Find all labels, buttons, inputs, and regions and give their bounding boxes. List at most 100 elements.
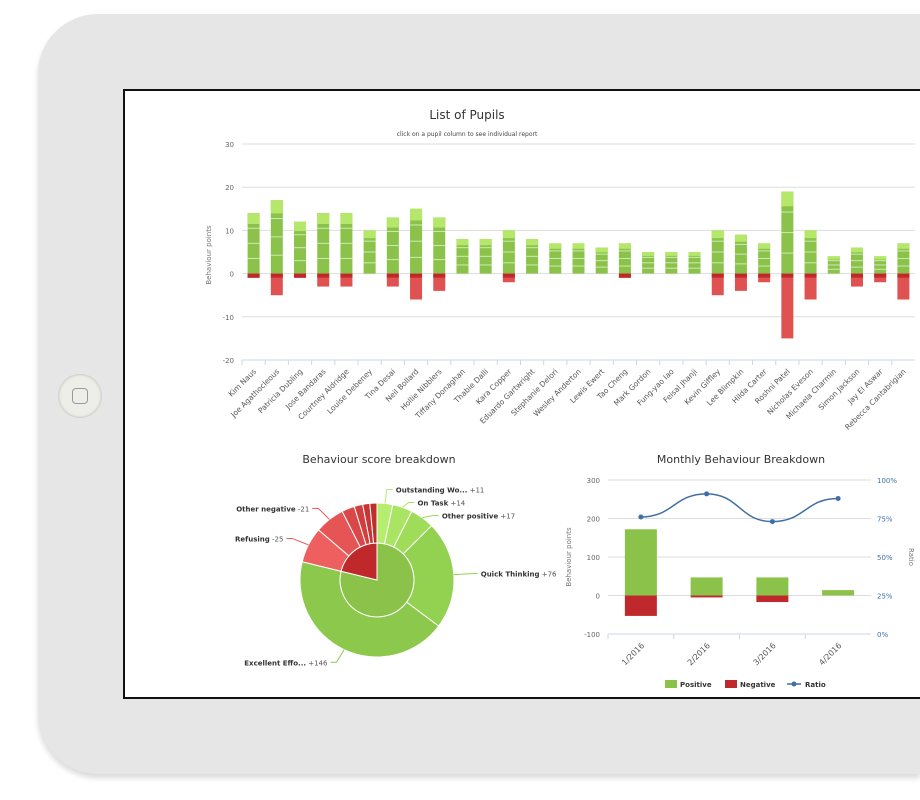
ratio-point[interactable] — [835, 495, 841, 501]
positive-bar[interactable] — [822, 590, 855, 596]
monthly-chart[interactable]: Monthly Behaviour Breakdown Behaviour po… — [565, 453, 915, 689]
ratio-line[interactable] — [640, 493, 839, 523]
negative-bar[interactable] — [874, 273, 887, 283]
negative-bar[interactable] — [690, 595, 723, 598]
negative-bar-top-segment — [711, 273, 724, 278]
positive-bar[interactable] — [690, 577, 723, 596]
breakdown-donut-chart[interactable]: Behaviour score breakdown Outstanding Wo… — [235, 453, 557, 667]
negative-bar[interactable] — [624, 595, 657, 616]
pupil-column[interactable] — [526, 239, 539, 274]
pupil-column[interactable] — [758, 243, 771, 283]
data-label-connector — [453, 573, 478, 576]
slice-data-label: Other negative -21 — [236, 505, 309, 513]
pupil-column[interactable] — [270, 200, 283, 296]
negative-bar[interactable] — [270, 273, 283, 296]
negative-bar[interactable] — [433, 273, 446, 291]
positive-bar-top-segment — [433, 217, 446, 228]
y2-tick-label: 100% — [877, 477, 897, 485]
y-tick-label: -100 — [584, 631, 600, 639]
pupil-column[interactable] — [294, 221, 307, 278]
pupil-column[interactable] — [386, 217, 399, 287]
outer-slice[interactable] — [299, 561, 440, 658]
negative-bar[interactable] — [410, 273, 423, 300]
positive-bar-top-segment — [549, 243, 562, 249]
pupil-column[interactable] — [340, 213, 353, 287]
data-label-connector — [402, 501, 415, 508]
pupil-column[interactable] — [711, 230, 724, 296]
legend-negative-swatch — [725, 680, 737, 688]
pupil-column[interactable] — [804, 230, 817, 300]
negative-bar[interactable] — [781, 273, 794, 339]
negative-bar-top-segment — [386, 273, 399, 278]
positive-bar-top-segment — [410, 208, 423, 221]
legend-positive-label[interactable]: Positive — [680, 681, 712, 689]
pupil-column[interactable] — [549, 243, 562, 274]
pupil-column[interactable] — [317, 213, 330, 287]
data-label-connector — [330, 649, 345, 663]
negative-bar-top-segment — [410, 273, 423, 278]
negative-bar-top-segment — [850, 273, 863, 278]
legend-ratio-label[interactable]: Ratio — [805, 681, 826, 689]
positive-bar-top-segment — [572, 243, 585, 249]
negative-bar[interactable] — [756, 595, 789, 603]
pupil-column[interactable] — [595, 247, 608, 274]
slice-value: +14 — [448, 499, 466, 507]
charts-canvas: List of Pupils click on a pupil column t… — [205, 108, 915, 689]
negative-bar-top-segment — [897, 273, 910, 278]
negative-bar[interactable] — [758, 273, 771, 283]
pupil-column[interactable] — [897, 243, 910, 300]
ratio-point[interactable] — [769, 519, 775, 525]
ratio-point[interactable] — [704, 491, 710, 497]
legend-negative-label[interactable]: Negative — [740, 681, 776, 689]
negative-bar-top-segment — [433, 273, 446, 278]
ratio-point[interactable] — [638, 514, 644, 520]
home-button[interactable] — [58, 374, 102, 418]
pupil-column[interactable] — [874, 256, 887, 283]
outer-slice[interactable] — [369, 502, 378, 544]
x-tick-label: 2/2016 — [686, 641, 712, 667]
pupil-column[interactable] — [479, 239, 492, 274]
pupils-chart[interactable]: List of Pupils click on a pupil column t… — [205, 108, 915, 432]
pupil-column[interactable] — [850, 247, 863, 287]
data-label-connector — [312, 507, 330, 520]
positive-bar-top-segment — [247, 213, 260, 225]
slice-label: Other negative — [236, 505, 296, 513]
monthly-y-axis-label: Behaviour points — [565, 527, 573, 587]
negative-bar[interactable] — [897, 273, 910, 300]
pupil-column[interactable] — [502, 230, 515, 283]
pupil-column[interactable] — [572, 243, 585, 274]
y2-tick-label: 0% — [877, 631, 888, 639]
y2-tick-label: 75% — [877, 516, 893, 524]
y-tick-label: 200 — [587, 516, 600, 524]
negative-bar[interactable] — [711, 273, 724, 296]
pupil-column[interactable] — [410, 208, 423, 300]
pupil-column[interactable] — [688, 252, 701, 274]
pupil-column[interactable] — [618, 243, 631, 278]
pupil-column[interactable] — [456, 239, 469, 274]
positive-bar-top-segment — [618, 243, 631, 249]
pupil-column[interactable] — [433, 217, 446, 291]
pupil-column[interactable] — [781, 191, 794, 339]
negative-bar[interactable] — [804, 273, 817, 300]
pupil-column[interactable] — [642, 252, 655, 274]
pupil-column[interactable] — [363, 230, 376, 274]
outer-slice[interactable] — [402, 524, 455, 627]
negative-bar[interactable] — [502, 273, 515, 283]
negative-bar-top-segment — [874, 273, 887, 278]
slice-value: -21 — [296, 505, 310, 513]
slice-label: Excellent Effo... — [244, 659, 306, 667]
data-label-connector — [422, 514, 439, 519]
positive-bar-top-segment — [734, 234, 747, 242]
slice-data-label: Other positive +17 — [442, 512, 515, 520]
slice-data-label: Quick Thinking +76 — [481, 571, 557, 579]
pupil-column[interactable] — [665, 252, 678, 274]
pupils-chart-subtitle: click on a pupil column to see individua… — [397, 131, 538, 138]
positive-bar[interactable] — [756, 577, 789, 596]
y-tick-label: 300 — [587, 477, 600, 485]
pupil-column[interactable] — [734, 234, 747, 291]
pupil-column[interactable] — [247, 213, 260, 278]
pupil-column[interactable] — [827, 256, 840, 274]
positive-bar-top-segment — [502, 230, 515, 239]
negative-bar[interactable] — [734, 273, 747, 291]
positive-bar[interactable] — [624, 529, 657, 596]
